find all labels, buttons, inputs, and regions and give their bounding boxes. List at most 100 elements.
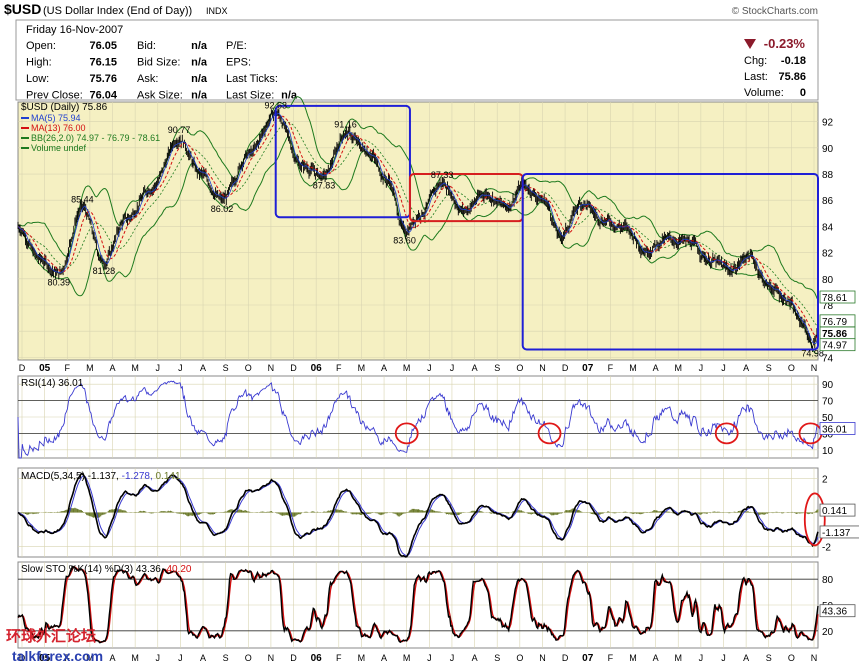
x-tick-label: J xyxy=(721,653,726,663)
y-tick-label: 82 xyxy=(822,249,834,260)
exchange: INDX xyxy=(206,6,228,16)
x-tick-label: M xyxy=(131,363,139,373)
y-tick-label: 92 xyxy=(822,118,834,129)
x-tick-label: A xyxy=(653,363,659,373)
y-tick-label: 90 xyxy=(822,380,834,391)
watermark-cn: 环球外汇论坛 xyxy=(6,627,96,645)
highlight-circle xyxy=(394,422,419,445)
quote-panel xyxy=(15,19,819,101)
price-annotation: 80.39 xyxy=(48,278,71,288)
watermark-url: talkforex.com xyxy=(12,648,103,664)
x-tick-label: F xyxy=(336,653,342,663)
x-tick-label: 07 xyxy=(582,653,594,664)
x-tick-label: M xyxy=(358,653,366,663)
x-tick-label: D xyxy=(19,363,26,373)
panel-title: $USD (Daily) 75.86 xyxy=(21,102,108,113)
x-tick-label: A xyxy=(472,653,478,663)
price-annotation: 83.60 xyxy=(393,236,416,246)
price-bars xyxy=(17,108,819,352)
x-tick-label: J xyxy=(156,363,161,373)
highlight-circle xyxy=(714,422,739,445)
y-tick-label: 50 xyxy=(822,413,834,424)
highlight-box xyxy=(274,104,411,219)
x-tick-label: D xyxy=(290,363,297,373)
price-annotation: 85.44 xyxy=(71,195,94,205)
sto-panel: 205080Slow STO %K(14) %D(3) 43.36, 40.20… xyxy=(17,561,856,664)
down-arrow-icon xyxy=(744,39,756,49)
y-tick-label: 86 xyxy=(822,196,834,207)
legend-entry: Volume undef xyxy=(31,143,87,153)
quote-value: n/a xyxy=(281,90,298,102)
value-tag-label: 78.61 xyxy=(822,293,847,304)
quote-label: Last: xyxy=(744,71,768,83)
value-tag-label: 36.01 xyxy=(822,424,847,435)
value-tag-label: 74.97 xyxy=(822,341,847,352)
x-tick-label: 05 xyxy=(39,653,51,664)
quote-label: Prev Close: xyxy=(26,90,83,102)
quote-label: Last Ticks: xyxy=(226,73,278,85)
value-tag xyxy=(819,290,856,304)
y-tick-label: -2 xyxy=(822,543,831,554)
x-tick-label: O xyxy=(245,363,252,373)
panel-title: Slow STO %K(14) %D(3) 43.36, 40.20 xyxy=(21,564,192,575)
change-pct: -0.23% xyxy=(744,36,805,51)
y-tick-label: 74 xyxy=(822,353,834,364)
x-tick-label: A xyxy=(110,653,116,663)
plot-area xyxy=(17,101,819,361)
quote-value: 76.15 xyxy=(89,57,117,69)
y-tick-label: 80 xyxy=(822,575,834,586)
quote-date: Friday 16-Nov-2007 xyxy=(26,24,123,36)
watermark: 环球外汇论坛 talkforex.com xyxy=(6,627,103,664)
macd-panel: -202MACD(5,34,5) -1.137, -1.278, 0.1410.… xyxy=(17,467,859,558)
x-tick-label: 07 xyxy=(582,363,594,374)
value-tag-label: -1.137 xyxy=(822,528,851,539)
x-tick-label: S xyxy=(223,653,229,663)
value-tag xyxy=(819,422,856,435)
x-tick-label: S xyxy=(223,363,229,373)
x-tick-label: O xyxy=(516,363,523,373)
quote-label: Volume: xyxy=(744,87,784,99)
quote-value: n/a xyxy=(191,57,208,69)
quote-right: Chg: -0.18 Last: 75.86 Volume: 0 xyxy=(744,55,806,99)
x-tick-label: F xyxy=(65,363,71,373)
ma13-line xyxy=(17,115,819,339)
x-tick-label: A xyxy=(743,363,749,373)
quote-label: Ask: xyxy=(137,73,158,85)
price-annotation: 91.16 xyxy=(334,120,357,130)
symbol-name: (US Dollar Index (End of Day)) xyxy=(43,5,192,17)
quote-value: 76.05 xyxy=(89,40,117,52)
quote-value: n/a xyxy=(191,73,208,85)
x-tick-label: M xyxy=(674,363,682,373)
brand-link[interactable]: © StockCharts.com xyxy=(732,6,818,17)
x-tick-label: J xyxy=(178,653,183,663)
ma5-line xyxy=(17,113,819,345)
x-tick-label: J xyxy=(156,653,161,663)
x-tick-label: J xyxy=(427,653,432,663)
x-tick-label: M xyxy=(403,653,411,663)
x-tick-label: D xyxy=(562,363,569,373)
x-tick-label: A xyxy=(472,363,478,373)
x-tick-label: J xyxy=(178,363,183,373)
quote-label: Chg: xyxy=(744,55,767,67)
value-tag-label: 75.86 xyxy=(822,329,847,340)
quote-value: 75.76 xyxy=(89,73,117,85)
y-tick-label: 90 xyxy=(822,144,834,155)
price-annotation: 87.83 xyxy=(313,180,336,190)
x-tick-label: A xyxy=(743,653,749,663)
panel-title: RSI(14) 36.01 xyxy=(21,378,84,389)
x-tick-label: S xyxy=(766,653,772,663)
x-tick-label: O xyxy=(245,653,252,663)
price-annotation: 74.98 xyxy=(801,349,824,359)
quote-value: n/a xyxy=(191,40,208,52)
y-tick-label: 88 xyxy=(822,170,834,181)
x-tick-label: M xyxy=(358,363,366,373)
x-tick-label: 06 xyxy=(311,653,323,664)
legend-entry: BB(26,2.0) 74.97 - 76.79 - 78.61 xyxy=(31,133,160,143)
quote-label: EPS: xyxy=(226,57,251,69)
bb-lower-line xyxy=(17,136,819,354)
y-tick-label: 84 xyxy=(822,222,834,233)
x-tick-label: M xyxy=(403,363,411,373)
highlight-circle xyxy=(803,492,826,547)
x-tick-label: D xyxy=(19,653,26,663)
